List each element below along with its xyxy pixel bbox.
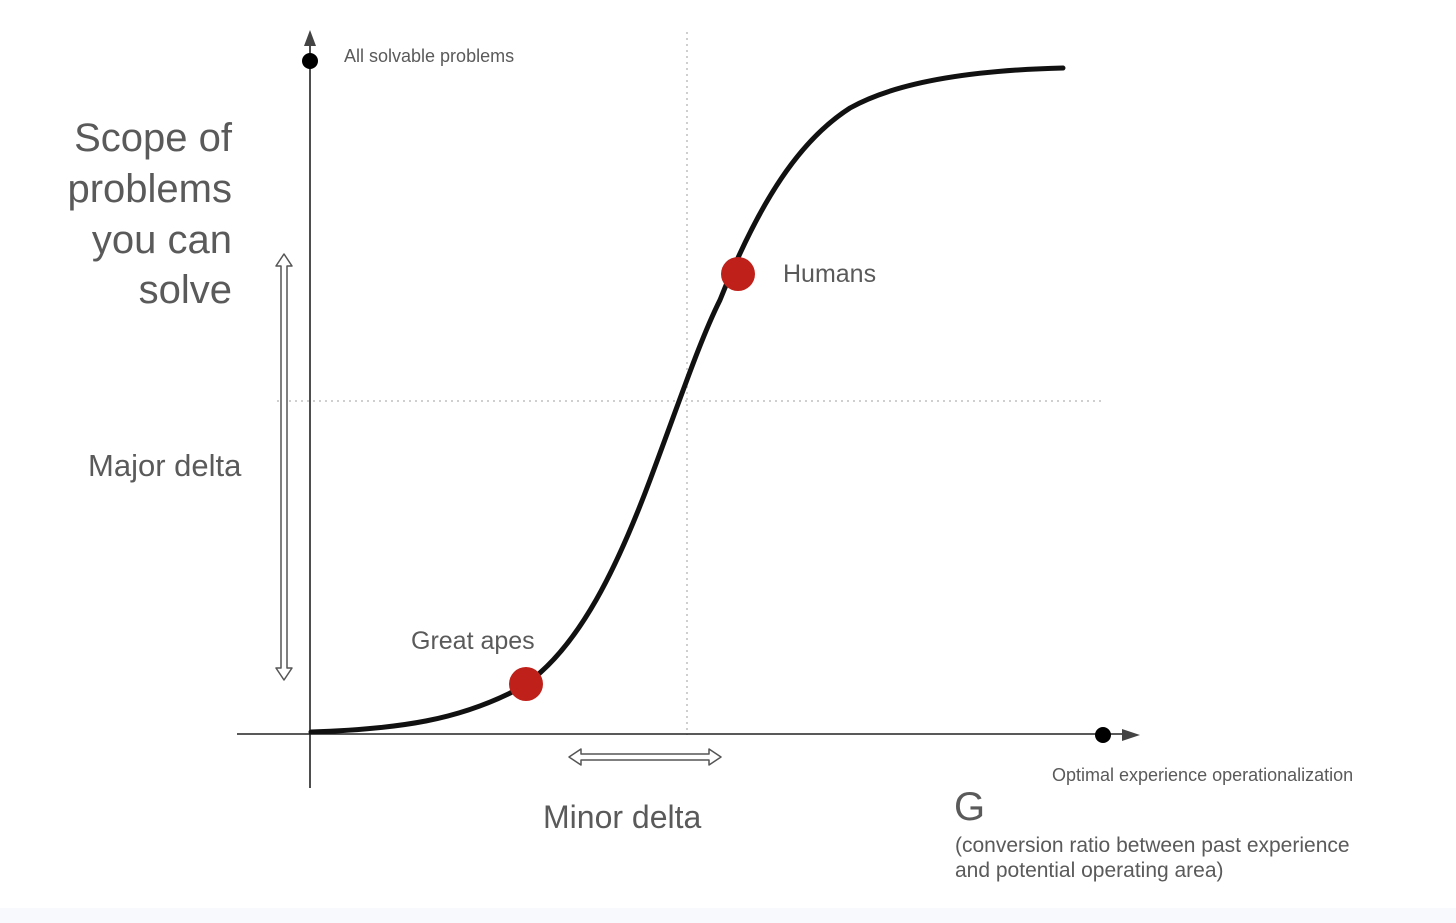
s-curve: [308, 65, 1066, 735]
g-symbol: G: [954, 785, 985, 829]
major-delta-label: Major delta: [88, 448, 242, 483]
y-axis-label-line: Scope of: [74, 116, 233, 160]
humans-label: Humans: [783, 260, 876, 288]
y-axis-label-line: solve: [139, 268, 232, 312]
bottom-strip: [0, 908, 1456, 923]
y-axis-label-line: problems: [67, 167, 232, 211]
g-description-line: and potential operating area): [955, 859, 1224, 882]
minor-delta-arrow: [568, 748, 722, 766]
x-axis-arrowhead: [1122, 729, 1140, 741]
major-delta-arrow: [275, 253, 293, 681]
x-axis-end-dot: [1095, 727, 1111, 743]
y-axis-top-label: All solvable problems: [344, 46, 514, 66]
g-description-line: (conversion ratio between past experienc…: [955, 834, 1350, 857]
minor-delta-label: Minor delta: [543, 799, 702, 835]
point-humans: [721, 257, 755, 291]
y-axis-label-line: you can: [92, 218, 232, 262]
great-apes-label: Great apes: [411, 627, 535, 655]
x-axis-end-label: Optimal experience operationalization: [1052, 765, 1353, 785]
y-axis-label: Scope of problems you can solve: [67, 116, 232, 312]
point-great-apes: [509, 667, 543, 701]
y-axis-arrowhead: [304, 30, 316, 46]
y-axis-top-dot: [302, 53, 318, 69]
